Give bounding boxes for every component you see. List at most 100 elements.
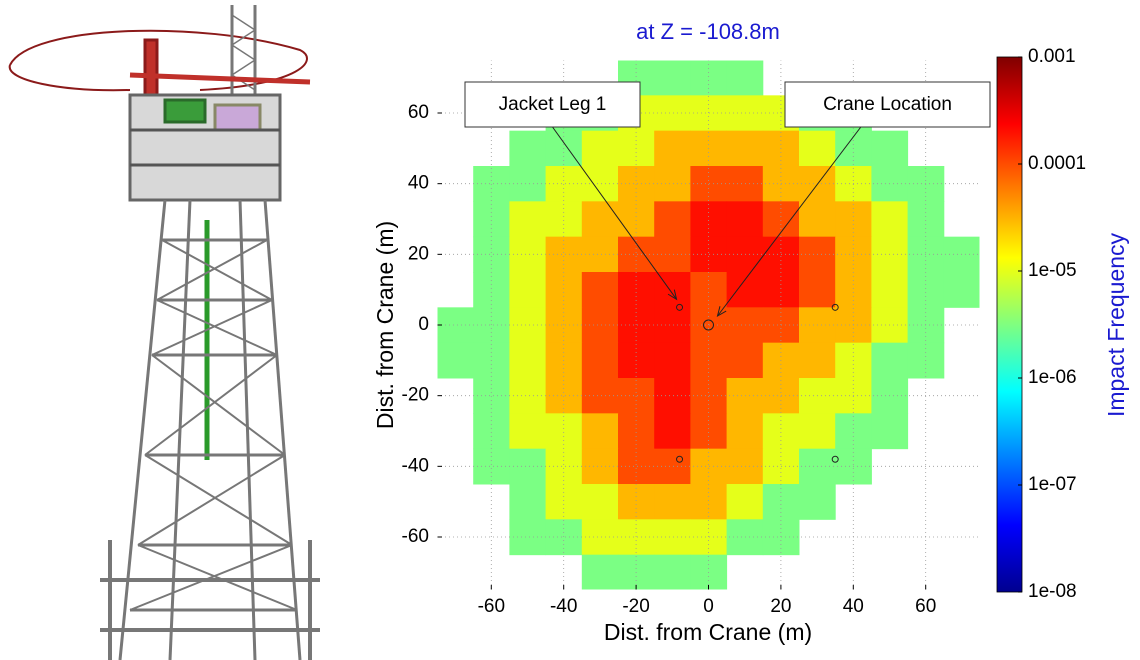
heatmap-cell: [473, 272, 510, 308]
x-tick-label: 60: [915, 596, 936, 617]
heatmap-cell: [727, 343, 764, 379]
y-tick-label: 60: [408, 102, 429, 123]
heatmap-cell: [582, 272, 619, 308]
heatmap-cell: [546, 484, 583, 520]
heatmap-cell: [654, 555, 691, 591]
heatmap-cell: [871, 201, 908, 237]
heatmap-cell: [582, 413, 619, 449]
heatmap-cell: [799, 131, 836, 167]
y-tick-label: -40: [402, 455, 429, 476]
heatmap-cell: [654, 272, 691, 308]
heatmap-cell: [509, 449, 546, 485]
heatmap-cell: [582, 201, 619, 237]
heatmap-cell: [618, 201, 655, 237]
heatmap-cell: [546, 237, 583, 273]
heatmap-cell: [908, 272, 945, 308]
heatmap-cell: [509, 237, 546, 273]
heatmap-cell: [582, 343, 619, 379]
heatmap-cell: [871, 131, 908, 167]
heatmap-cell: [690, 60, 727, 96]
colorbar-tick-label: 1e-05: [1028, 260, 1077, 281]
y-tick-label: 40: [408, 173, 429, 194]
heatmap-cell: [654, 60, 691, 96]
heatmap-cell: [582, 166, 619, 202]
heatmap-cell: [509, 201, 546, 237]
heatmap-cell: [618, 484, 655, 520]
heatmap-cell: [509, 519, 546, 555]
heatmap-cell: [618, 272, 655, 308]
heatmap-cell: [509, 272, 546, 308]
colorbar-tick-label: 0.0001: [1028, 153, 1086, 174]
heatmap-cell: [509, 413, 546, 449]
x-tick-label: -40: [550, 596, 577, 617]
annotation-text: Crane Location: [823, 94, 952, 115]
heatmap-cell: [690, 484, 727, 520]
heatmap-cell: [727, 60, 764, 96]
x-tick-label: 0: [703, 596, 714, 617]
heatmap-cell: [727, 484, 764, 520]
colorbar-tick-label: 0.001: [1028, 46, 1076, 67]
heatmap-cell: [799, 272, 836, 308]
x-tick-label: -60: [478, 596, 505, 617]
heatmap-cell: [763, 413, 800, 449]
heatmap-cell: [654, 201, 691, 237]
x-tick-label: 40: [843, 596, 864, 617]
heatmap-cell: [690, 201, 727, 237]
colorbar-tick-label: 1e-06: [1028, 367, 1077, 388]
colorbar: [997, 57, 1022, 592]
page: at Z = -108.8m Dist. from Crane (m) Dist…: [0, 0, 1140, 660]
heatmap-cell: [654, 131, 691, 167]
heatmap-cell: [727, 131, 764, 167]
heatmap-cell: [582, 237, 619, 273]
heatmap-cell: [546, 201, 583, 237]
heatmap-cell: [835, 201, 872, 237]
heatmap-cell: [509, 484, 546, 520]
heatmap-cell: [437, 343, 474, 379]
heatmap-cell: [582, 307, 619, 343]
heatmap-cell: [437, 307, 474, 343]
heatmap-cell: [654, 484, 691, 520]
chart-title: at Z = -108.8m: [636, 19, 780, 44]
x-axis-label: Dist. from Crane (m): [604, 619, 812, 645]
heatmap-cell: [763, 272, 800, 308]
heatmap-cell: [473, 449, 510, 485]
heatmap-cell: [509, 131, 546, 167]
heatmap-cell: [582, 449, 619, 485]
heatmap-cell: [509, 307, 546, 343]
heatmap-cell: [835, 413, 872, 449]
annotation-text: Jacket Leg 1: [499, 94, 607, 115]
heatmap: [437, 60, 981, 591]
heatmap-cell: [546, 272, 583, 308]
heatmap-cell: [727, 272, 764, 308]
x-tick-label: -20: [622, 596, 649, 617]
heatmap-cell: [871, 413, 908, 449]
y-tick-label: -20: [402, 385, 429, 406]
heatmap-cell: [908, 201, 945, 237]
heatmap-cell: [473, 201, 510, 237]
heatmap-cell: [763, 484, 800, 520]
heatmap-cell: [835, 272, 872, 308]
heatmap-cell: [509, 166, 546, 202]
heatmap-cell: [690, 413, 727, 449]
heatmap-cell: [473, 237, 510, 273]
heatmap-cell: [582, 555, 619, 591]
heatmap-cell: [582, 131, 619, 167]
heatmap-cell: [582, 484, 619, 520]
colorbar-tick-label: 1e-08: [1028, 581, 1077, 602]
heatmap-cell: [944, 272, 981, 308]
heatmap-cell: [582, 378, 619, 414]
heatmap-cell: [582, 519, 619, 555]
heatmap-cell: [871, 343, 908, 379]
heatmap-cell: [509, 378, 546, 414]
heatmap-cell: [799, 343, 836, 379]
y-axis-label: Dist. from Crane (m): [372, 221, 398, 429]
heatmap-cell: [509, 343, 546, 379]
heatmap-cell: [799, 413, 836, 449]
y-tick-label: 20: [408, 243, 429, 264]
heatmap-cell: [546, 449, 583, 485]
heatmap-cell: [654, 413, 691, 449]
heatmap-cell: [727, 201, 764, 237]
colorbar-tick-label: 1e-07: [1028, 474, 1077, 495]
heatmap-cell: [654, 343, 691, 379]
heatmap-cell: [473, 413, 510, 449]
